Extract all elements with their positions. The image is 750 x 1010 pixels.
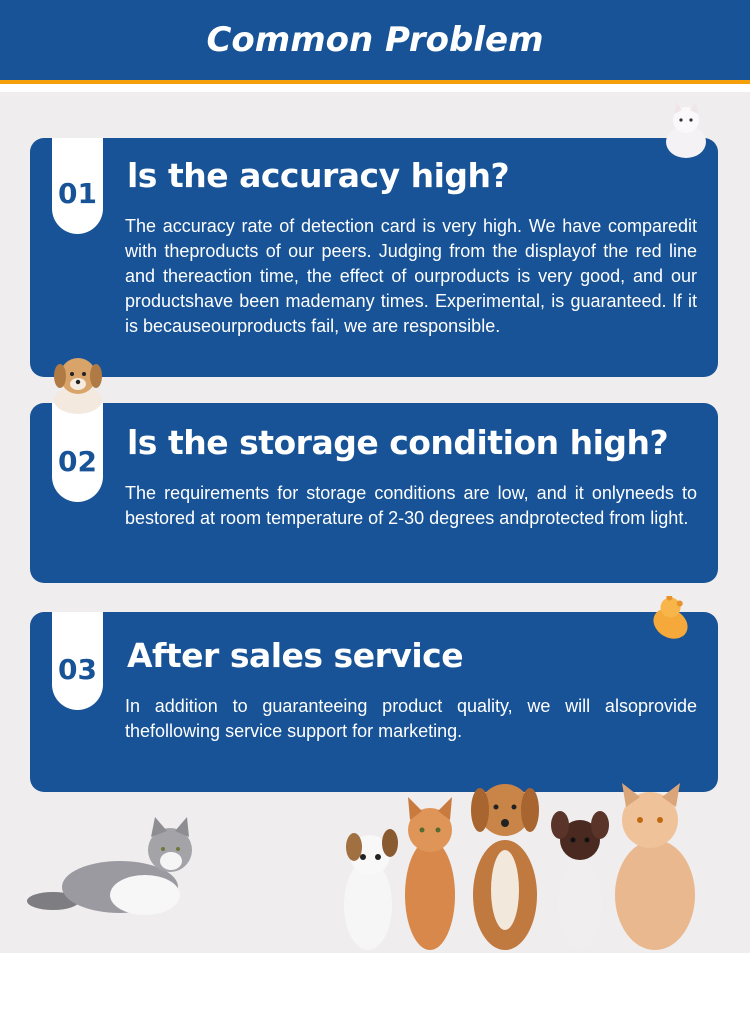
orange-tabby-cat (405, 797, 455, 950)
card-number: 02 (58, 445, 97, 478)
card-body: The requirements for storage conditions … (125, 483, 697, 528)
header-banner: Common Problem (0, 0, 750, 80)
puppy-image (54, 358, 102, 414)
number-tab: 03 (52, 612, 103, 710)
pets-group-image (344, 783, 695, 950)
faq-card-2: 02 ls the storage condition high? The re… (30, 403, 718, 583)
card-body: In addition to guaranteeing product qual… (125, 696, 697, 741)
card-title: ls the accuracy high? (127, 156, 510, 195)
long-haired-chihuahua (551, 811, 609, 950)
card-body: The accuracy rate of detection card is v… (125, 216, 697, 336)
chihuahua-puppy (344, 829, 398, 950)
card-number: 03 (58, 653, 97, 686)
card-title: ls the storage condition high? (127, 423, 669, 462)
number-tab: 02 (52, 403, 103, 502)
cream-cat (615, 783, 695, 950)
card-number: 01 (58, 177, 97, 210)
grey-cat-image (27, 817, 192, 915)
accent-divider (0, 80, 750, 84)
white-kitten-image (666, 102, 706, 158)
faq-card-1: 01 ls the accuracy high? The accuracy ra… (30, 138, 718, 377)
page-title: Common Problem (206, 20, 544, 60)
toy-bear-image (653, 596, 688, 639)
brown-dog (471, 784, 539, 950)
card-title: After sales service (127, 636, 464, 675)
faq-card-3: 03 After sales service In addition to gu… (30, 612, 718, 792)
number-tab: 01 (52, 138, 103, 234)
